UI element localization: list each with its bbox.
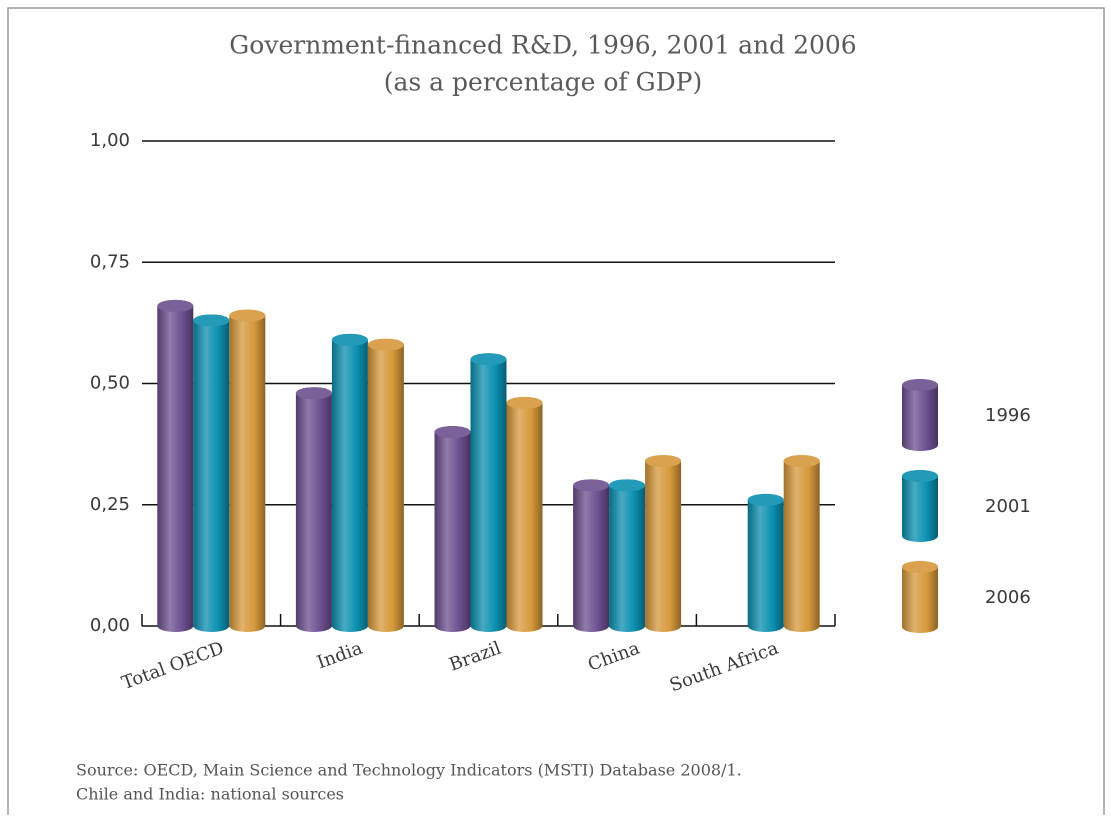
source-note: Source: OECD, Main Science and Technolog…: [76, 761, 742, 780]
bar: [645, 455, 682, 632]
legend-label: 1996: [985, 405, 1031, 426]
bar-cap: [331, 333, 368, 346]
bar-cap: [645, 455, 682, 468]
legend-swatch-cap: [902, 561, 938, 573]
x-tick-label: Brazil: [446, 638, 504, 676]
bar-cap: [747, 493, 784, 506]
bar: [783, 455, 820, 632]
bar-cap: [367, 338, 404, 351]
bar-cap: [434, 426, 471, 438]
bar-cap: [157, 299, 194, 312]
y-tick-label: 1,00: [90, 130, 130, 151]
legend-swatch: [902, 470, 938, 542]
legend-swatch: [902, 561, 938, 633]
bar: [434, 426, 471, 632]
legend-label: 2001: [985, 496, 1031, 517]
bar: [506, 396, 543, 632]
legend-label: 2006: [985, 587, 1031, 608]
legend-swatch: [902, 379, 938, 451]
bar-cap: [609, 479, 646, 492]
source-note: Chile and India: national sources: [76, 785, 344, 804]
x-tick-label: Total OECD: [119, 638, 227, 694]
chart-title: Government-financed R&D, 1996, 2001 and …: [229, 31, 856, 60]
bar-cap: [229, 309, 266, 322]
bar-cap: [193, 314, 230, 327]
legend-swatch-cap: [902, 470, 938, 482]
y-tick-label: 0,75: [90, 251, 130, 272]
bar: [573, 479, 610, 632]
bar: [609, 479, 646, 632]
bar: [470, 353, 507, 632]
bar-cap: [783, 455, 820, 468]
bar: [295, 387, 332, 632]
x-tick-label: India: [314, 638, 365, 674]
frame: [7, 7, 1105, 815]
chart-subtitle: (as a percentage of GDP): [384, 68, 702, 97]
y-tick-label: 0,00: [90, 615, 130, 636]
bar: [193, 314, 230, 632]
bar: [157, 299, 194, 632]
x-tick-label: South Africa: [667, 638, 781, 697]
x-tick-label: China: [585, 638, 643, 676]
bar-cap: [506, 396, 543, 409]
y-tick-label: 0,25: [90, 494, 130, 515]
y-tick-label: 0,50: [90, 373, 130, 394]
bar: [747, 493, 784, 632]
bar: [229, 309, 266, 632]
bar-cap: [295, 387, 332, 400]
bar-cap: [470, 353, 507, 366]
bar: [367, 338, 404, 632]
bar-cap: [573, 479, 610, 492]
bar: [331, 333, 368, 632]
legend-swatch-cap: [902, 379, 938, 391]
